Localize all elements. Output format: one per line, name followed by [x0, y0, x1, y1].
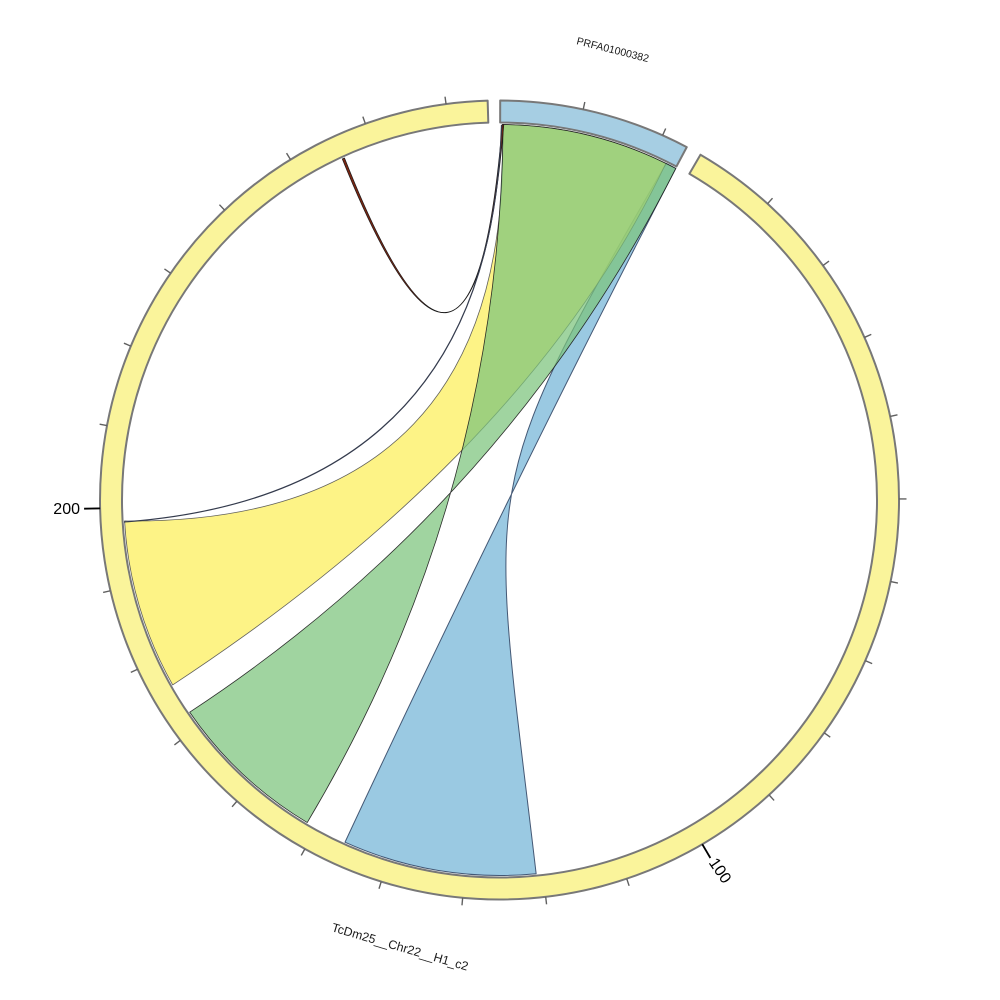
- svg-text:200: 200: [53, 501, 80, 518]
